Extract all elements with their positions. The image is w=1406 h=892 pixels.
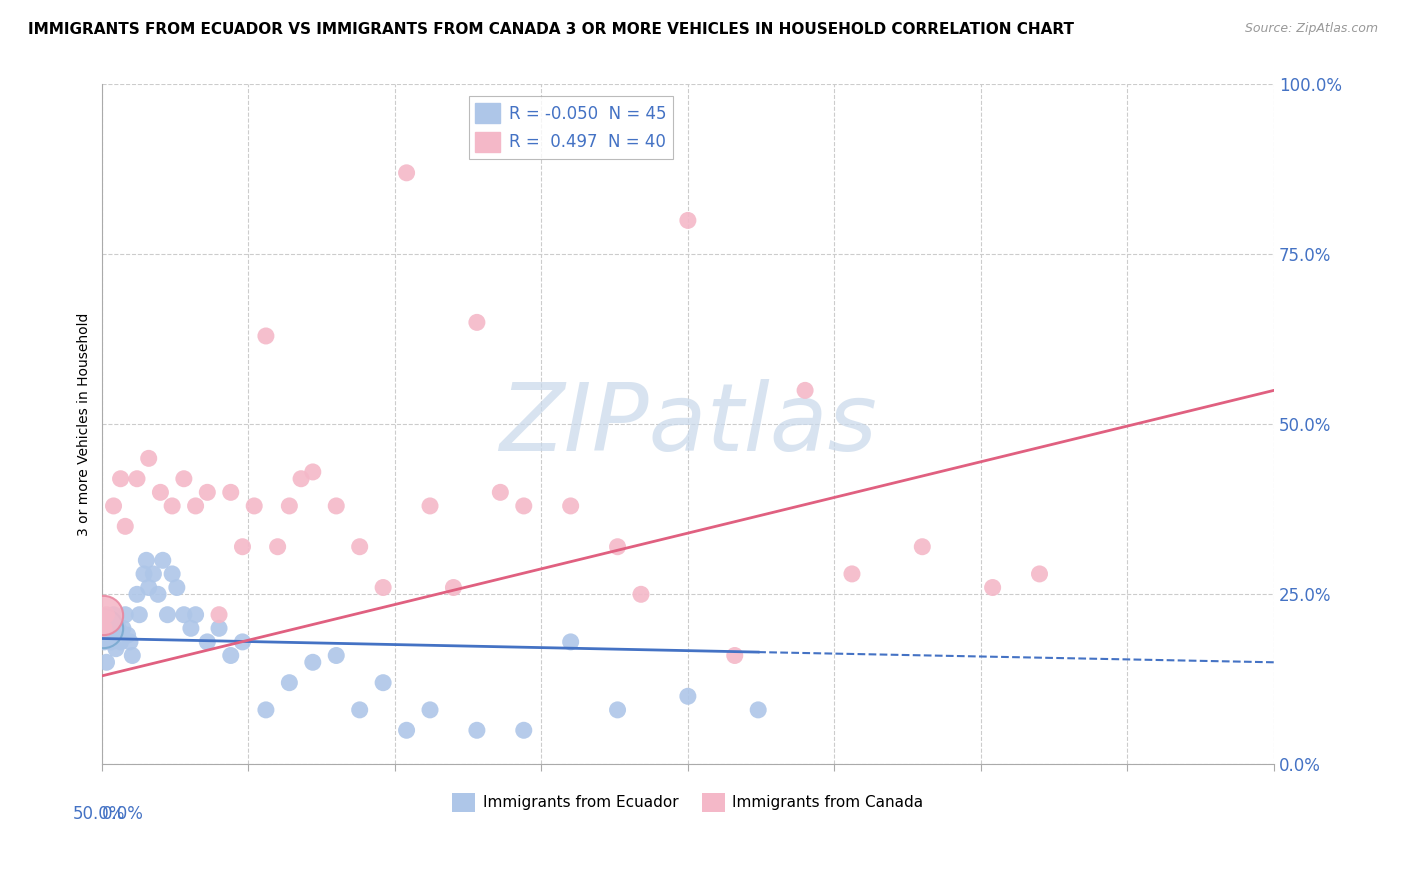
Point <box>160 566 183 581</box>
Text: ZIPatlas: ZIPatlas <box>499 379 877 470</box>
Point <box>128 607 150 622</box>
Point <box>135 553 157 567</box>
Point <box>103 607 125 622</box>
Legend: R = -0.050  N = 45, R =  0.497  N = 40: R = -0.050 N = 45, R = 0.497 N = 40 <box>468 96 672 159</box>
Point <box>254 329 277 343</box>
Point <box>724 648 747 663</box>
Point <box>301 465 323 479</box>
Point <box>173 607 195 622</box>
Y-axis label: 3 or more Vehicles in Household: 3 or more Vehicles in Household <box>77 313 91 536</box>
Point <box>513 723 536 738</box>
Point <box>110 635 132 649</box>
Point <box>93 635 115 649</box>
Point <box>325 499 347 513</box>
Point <box>676 690 699 704</box>
Point <box>371 581 394 595</box>
Point <box>419 499 441 513</box>
Point <box>100 635 122 649</box>
Point <box>93 621 115 635</box>
Point <box>266 540 288 554</box>
Point <box>173 472 195 486</box>
Point <box>149 485 172 500</box>
Point <box>630 587 652 601</box>
Point <box>349 540 371 554</box>
Point <box>325 648 347 663</box>
Point <box>231 635 253 649</box>
Point <box>208 621 231 635</box>
Point <box>243 499 266 513</box>
Point <box>160 499 183 513</box>
Point <box>841 566 863 581</box>
Point <box>606 540 628 554</box>
Text: 0.0%: 0.0% <box>101 805 143 823</box>
Point <box>184 499 207 513</box>
Point <box>981 581 1004 595</box>
Point <box>125 587 148 601</box>
Point <box>121 648 143 663</box>
Point <box>104 641 127 656</box>
Point <box>103 499 125 513</box>
Point <box>180 621 202 635</box>
Point <box>156 607 179 622</box>
Point <box>146 587 169 601</box>
Text: 50.0%: 50.0% <box>73 805 125 823</box>
Point <box>560 635 582 649</box>
Point <box>195 485 218 500</box>
Point <box>91 621 114 635</box>
Point <box>96 607 118 622</box>
Point <box>371 675 394 690</box>
Point <box>107 621 129 635</box>
Point <box>208 607 231 622</box>
Point <box>676 213 699 227</box>
Text: Source: ZipAtlas.com: Source: ZipAtlas.com <box>1244 22 1378 36</box>
Point <box>349 703 371 717</box>
Point <box>290 472 312 486</box>
Point <box>911 540 934 554</box>
Point <box>278 675 301 690</box>
Point <box>132 566 155 581</box>
Point <box>97 621 120 635</box>
Point <box>513 499 536 513</box>
Point <box>118 635 141 649</box>
Point <box>138 581 160 595</box>
Point <box>114 607 136 622</box>
Point <box>395 166 418 180</box>
Point <box>138 451 160 466</box>
Point <box>278 499 301 513</box>
Point <box>184 607 207 622</box>
Point <box>301 655 323 669</box>
Point <box>560 499 582 513</box>
Point <box>111 621 134 635</box>
Point <box>125 472 148 486</box>
Point <box>465 723 488 738</box>
Point <box>489 485 512 500</box>
Point <box>219 648 242 663</box>
Point <box>747 703 769 717</box>
Point <box>254 703 277 717</box>
Point <box>96 655 118 669</box>
Point <box>117 628 139 642</box>
Point <box>465 315 488 329</box>
Point <box>152 553 174 567</box>
Text: IMMIGRANTS FROM ECUADOR VS IMMIGRANTS FROM CANADA 3 OR MORE VEHICLES IN HOUSEHOL: IMMIGRANTS FROM ECUADOR VS IMMIGRANTS FR… <box>28 22 1074 37</box>
Point <box>166 581 188 595</box>
Point <box>231 540 253 554</box>
Point <box>219 485 242 500</box>
Point <box>110 472 132 486</box>
Point <box>395 723 418 738</box>
Point <box>419 703 441 717</box>
Point <box>195 635 218 649</box>
Point <box>443 581 465 595</box>
Point <box>91 607 114 622</box>
Point <box>794 384 817 398</box>
Point <box>142 566 165 581</box>
Point <box>114 519 136 533</box>
Point <box>1028 566 1050 581</box>
Point <box>606 703 628 717</box>
